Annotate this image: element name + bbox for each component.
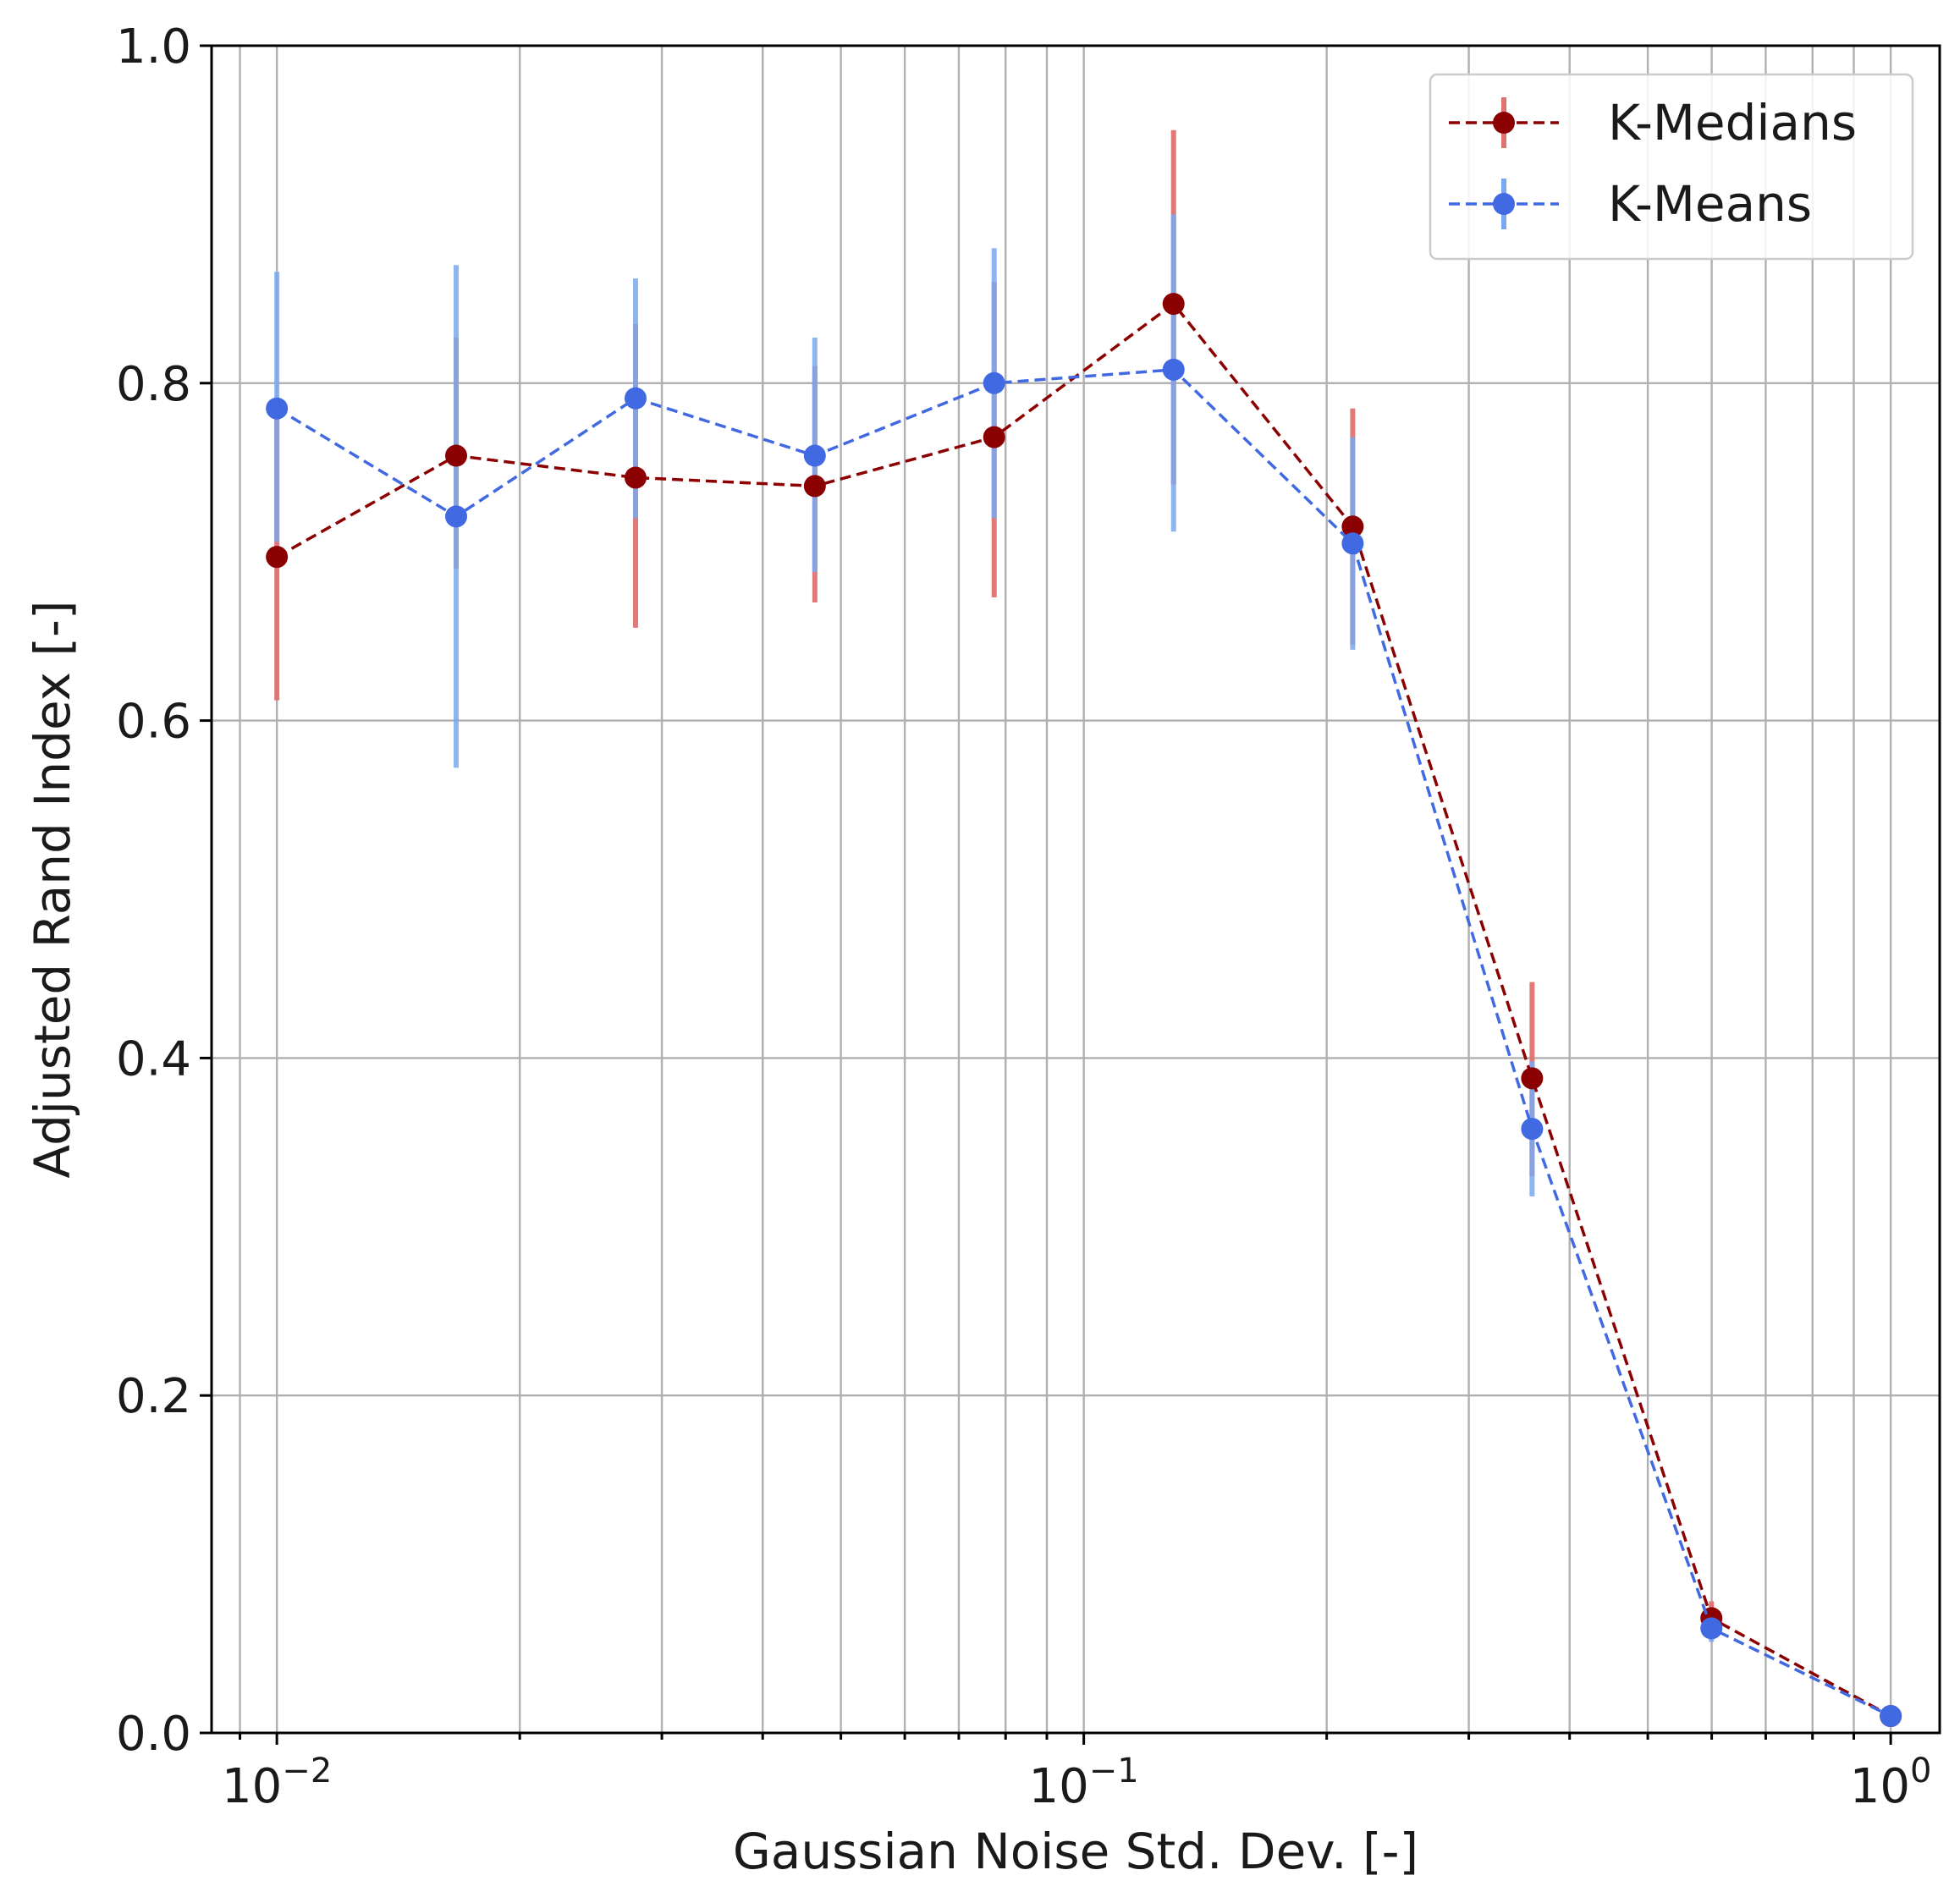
y-tick-label: 1.0 — [116, 19, 191, 74]
x-axis-label: Gaussian Noise Std. Dev. [-] — [733, 1823, 1418, 1880]
plot-frame — [210, 44, 1941, 1735]
legend: K-Medians K-Means — [1429, 73, 1914, 261]
legend-swatch-marker — [1493, 193, 1515, 215]
y-tick-label: 0.4 — [116, 1031, 191, 1086]
k-means-point — [803, 444, 826, 467]
k-means-point — [1880, 1705, 1902, 1728]
k-medians-point — [1341, 515, 1364, 538]
k-means-point — [624, 387, 647, 410]
k-medians-point — [983, 426, 1005, 448]
k-medians-point — [445, 444, 468, 467]
k-medians-line — [276, 301, 1891, 1718]
k-medians-point — [266, 546, 289, 569]
x-tick-label: 100 — [1850, 1752, 1932, 1814]
series — [266, 293, 1902, 1728]
k-means-point — [1521, 1118, 1544, 1141]
legend-label: K-Medians — [1608, 94, 1857, 151]
y-tick-label: 0.6 — [116, 695, 191, 750]
k-means-point — [1162, 358, 1185, 381]
y-tick-label: 0.8 — [116, 357, 191, 412]
legend-swatch-marker — [1493, 112, 1515, 134]
k-means-point — [266, 397, 289, 420]
k-medians-point — [1162, 293, 1185, 316]
legend-box — [1429, 73, 1914, 261]
k-means-point — [1700, 1617, 1723, 1640]
legend-entry-k-means: K-Means — [1449, 175, 1812, 233]
y-tick-label: 0.0 — [116, 1707, 191, 1762]
grid — [212, 44, 1940, 1735]
k-means-point — [1341, 532, 1364, 555]
k-means-point — [445, 505, 468, 528]
ticks: 0.0 0.2 0.4 0.6 0.8 1.0 10−2 10−1 100 — [116, 19, 1932, 1814]
k-means-point — [983, 371, 1005, 394]
x-tick-label: 10−1 — [1029, 1752, 1139, 1814]
k-medians-point — [1521, 1067, 1544, 1090]
y-axis-label: Adjusted Rand Index [-] — [24, 600, 81, 1178]
y-tick-label: 0.2 — [116, 1369, 191, 1424]
legend-entry-k-medians: K-Medians — [1449, 94, 1857, 151]
k-medians-point — [624, 466, 647, 489]
k-medians-point — [803, 475, 826, 498]
legend-label: K-Means — [1608, 175, 1812, 233]
x-tick-label: 10−2 — [222, 1752, 332, 1814]
